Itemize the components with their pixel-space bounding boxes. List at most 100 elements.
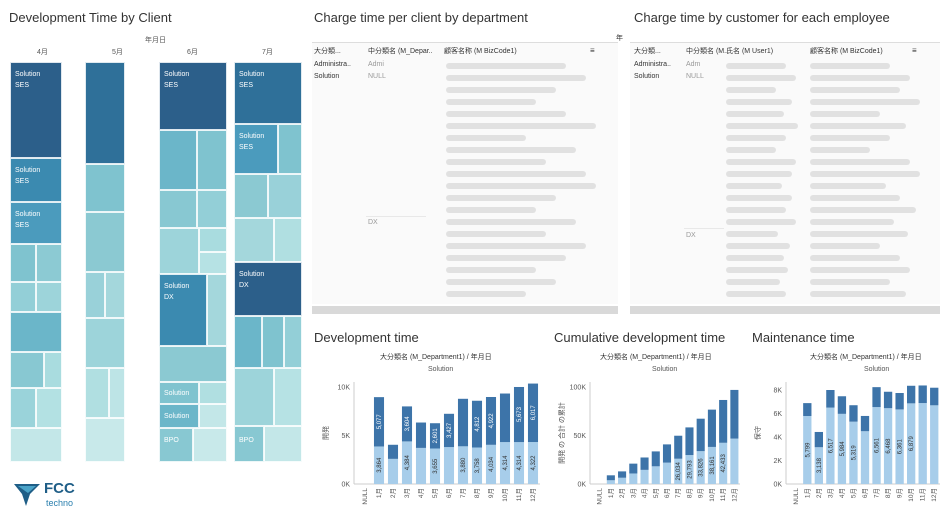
horizontal-scrollbar[interactable] [630,306,940,314]
treemap-cell[interactable] [268,174,302,218]
x-tick-label: 8月 [473,488,481,498]
treemap-cell[interactable] [234,174,268,218]
treemap-cell[interactable]: Solution SES [10,202,62,244]
redacted-text [446,267,536,273]
sort-icon[interactable]: ≡ [912,46,917,55]
column-header[interactable]: 大分類... [314,48,341,55]
treemap-cell[interactable] [207,274,227,346]
column-header[interactable]: 顧客名称 (M BizCode1) [444,48,517,55]
bar-segment [696,418,705,452]
treemap-cell[interactable] [85,318,125,368]
treemap-cell[interactable] [10,282,36,312]
treemap-cell[interactable] [199,228,227,252]
treemap-cell[interactable] [199,404,227,428]
treemap-cell[interactable] [197,190,227,228]
treemap-cell[interactable] [159,130,197,190]
column-header[interactable]: 大分類... [634,48,661,55]
treemap-cell[interactable] [85,418,125,462]
treemap-cell[interactable]: BPO [159,428,193,462]
treemap-cell[interactable]: Solution SES [234,124,278,174]
treemap-cell[interactable]: Solution DX [159,274,207,346]
redacted-text [726,255,784,261]
x-tick-label: 12月 [930,488,938,502]
treemap-cell[interactable]: Solution DX [234,262,302,316]
sort-icon[interactable]: ≡ [590,46,595,55]
treemap-cell[interactable]: Solution [159,382,199,404]
x-tick-label: NULL [597,488,604,505]
treemap-cell[interactable]: Solution SES [234,62,302,124]
bar-value-label: 3,864 [377,457,383,473]
row-label[interactable]: Adm [686,61,701,68]
treemap-column-jun[interactable]: Solution SES Solution DX Solution Soluti… [159,62,227,462]
redacted-text [446,255,566,261]
treemap-cell[interactable] [159,228,199,274]
treemap-cell[interactable] [36,244,62,282]
treemap-cell[interactable] [109,368,125,418]
treemap-cell[interactable] [85,272,105,318]
treemap-cell[interactable] [264,426,302,462]
treemap-cell[interactable] [193,428,227,462]
treemap-cell[interactable]: BPO [234,426,264,462]
treemap-column-apr[interactable]: Solution SES Solution SES Solution SES [10,62,62,462]
bar-value-label: 5,984 [840,441,846,457]
treemap-cell[interactable] [278,124,302,174]
x-tick-label: 5月 [849,488,857,498]
row-label[interactable]: Administra.. [634,61,671,68]
x-tick-label: 4月 [838,488,846,498]
row-label[interactable]: Solution [634,73,660,80]
x-tick-label: 12月 [529,488,537,502]
treemap-cell-label: Solution SES [239,71,265,89]
treemap-cell[interactable]: Solution SES [159,62,227,130]
bar-value-label: 3,758 [475,458,481,474]
treemap-cell[interactable] [10,312,62,352]
treemap-cell[interactable] [234,218,274,262]
treemap-cell[interactable] [36,282,62,312]
treemap-cell[interactable] [85,368,109,418]
row-label[interactable]: NULL [368,73,386,80]
treemap-cell[interactable] [10,352,44,388]
treemap-cell[interactable] [262,316,284,368]
treemap-cell[interactable] [274,368,302,426]
row-label[interactable]: DX [368,219,378,226]
row-label[interactable]: Admi [368,61,384,68]
treemap-cell[interactable] [234,368,274,426]
row-label[interactable]: Solution [314,73,340,80]
column-header[interactable]: 中分類名 (M... [686,48,730,55]
treemap-cell[interactable] [274,218,302,262]
chart-title: Cumulative development time [554,330,726,345]
treemap-cell[interactable] [159,346,227,382]
treemap-column-jul[interactable]: Solution SES Solution SES Solution DX BP… [234,62,302,462]
redacted-text [726,231,778,237]
treemap-cell[interactable] [10,244,36,282]
bar-segment [860,431,870,484]
treemap-cell[interactable]: Solution SES [10,62,62,158]
row-label[interactable]: NULL [686,73,704,80]
redacted-text [810,99,920,105]
treemap-cell[interactable] [10,428,62,462]
treemap-cell[interactable] [36,388,62,428]
redacted-text [810,243,880,249]
treemap-cell[interactable] [199,252,227,274]
treemap-cell[interactable] [284,316,302,368]
treemap-cell[interactable] [234,316,262,368]
column-header[interactable]: 氏名 (M User1) [726,48,774,55]
treemap-cell[interactable]: Solution [159,404,199,428]
row-label[interactable]: Administra.. [314,61,351,68]
row-label[interactable]: DX [686,232,696,239]
column-header[interactable]: 顧客名称 (M BizCode1) [810,48,883,55]
treemap-cell[interactable] [105,272,125,318]
treemap-cell[interactable] [85,62,125,164]
treemap-cell[interactable] [159,190,197,228]
x-tick-label: 2月 [389,488,397,498]
treemap-column-may[interactable] [85,62,125,462]
treemap-cell[interactable] [85,164,125,212]
treemap-cell[interactable] [85,212,125,272]
bar-segment [373,446,385,484]
treemap-cell[interactable] [44,352,62,388]
column-header[interactable]: 中分類名 (M_Depar.. [368,48,433,55]
treemap-cell[interactable]: Solution SES [10,158,62,202]
treemap-cell[interactable] [197,130,227,190]
treemap-cell[interactable] [10,388,36,428]
treemap-cell[interactable] [199,382,227,404]
horizontal-scrollbar[interactable] [312,306,618,314]
